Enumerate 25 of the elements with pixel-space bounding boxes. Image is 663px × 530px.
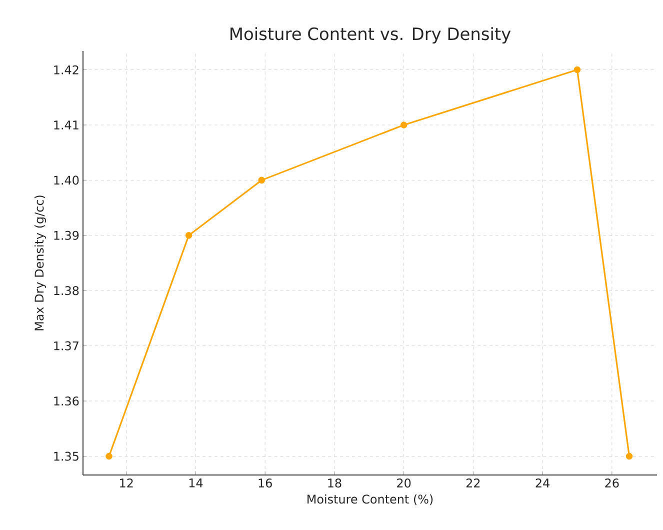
point	[185, 232, 192, 239]
x-tick-label: 14	[189, 478, 203, 488]
y-tick-label: 1.38	[54, 286, 79, 296]
x-tick-label: 26	[605, 478, 619, 488]
y-tick-label: 1.39	[54, 230, 79, 240]
point	[106, 452, 112, 460]
point	[574, 66, 581, 74]
x-axis-title: Moisture Content (%)	[308, 494, 433, 506]
x-tick-label: 24	[536, 478, 550, 488]
x-tick-label: 20	[397, 478, 411, 488]
y-tick-label: 1.35	[54, 452, 78, 461]
y-tick-label: 1.36	[54, 396, 79, 406]
x-tick-label: 12	[120, 478, 133, 488]
y-tick-label: 1.42	[54, 65, 78, 74]
x-tick-label: 22	[466, 478, 480, 488]
x-tick-label: 18	[328, 478, 342, 488]
y-axis-title: Max Dry Density (g/cc)	[34, 196, 46, 330]
chart-title: Moisture Content vs. Dry Density	[230, 27, 511, 44]
y-tick-label: 1.40	[54, 176, 79, 185]
x-tick-label: 16	[258, 478, 272, 488]
point	[400, 122, 408, 128]
y-tick-label: 1.41	[54, 120, 78, 130]
point	[626, 452, 633, 460]
y-tick-label: 1.37	[54, 341, 78, 350]
point	[258, 176, 266, 184]
